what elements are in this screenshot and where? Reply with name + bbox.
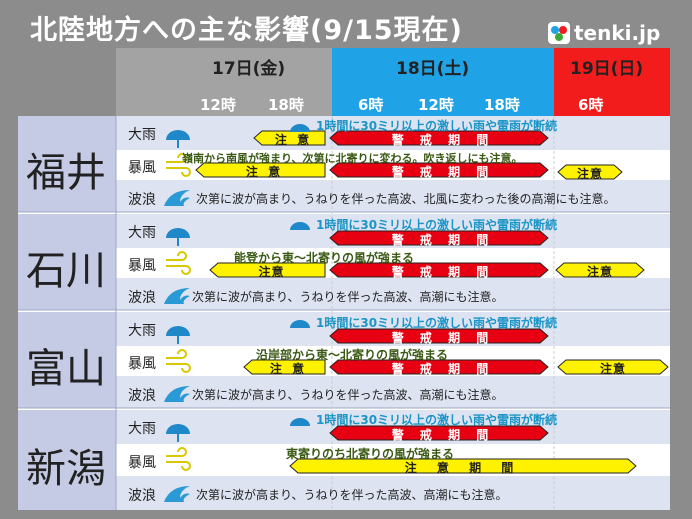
warning-bar — [329, 230, 549, 246]
warning-bar — [329, 162, 549, 178]
wave-note: 次第に波が高まり、うねりを伴った高波、高潮にも注意。 — [196, 488, 508, 502]
warning-label: 警 戒 期 間 — [391, 265, 495, 279]
day-label-19: 19日(日) — [570, 59, 644, 79]
wind-note: 沿岸部から東～北寄りの風が強まる — [256, 348, 449, 362]
label-rain: 大雨 — [128, 421, 156, 437]
pref-cell-fukui — [18, 116, 116, 212]
time-label: 12時 — [418, 96, 454, 114]
pref-cell-ishikawa — [18, 214, 116, 310]
warning-label: 警 戒 期 間 — [391, 233, 495, 247]
caution-label: 注 意 — [269, 362, 308, 376]
warning-label: 警 戒 期 間 — [391, 331, 495, 345]
logo-icon — [548, 22, 570, 44]
label-wave: 波浪 — [128, 192, 156, 208]
umbrella-icon — [166, 124, 310, 442]
caution-bar — [289, 458, 637, 474]
caution-bar — [557, 359, 669, 375]
warning-label: 警 戒 期 間 — [391, 428, 495, 442]
wave-icon — [164, 190, 190, 502]
caution-label: 注意 — [599, 362, 626, 376]
caution-bar — [243, 359, 326, 375]
caution-label: 注 意 — [245, 165, 284, 179]
label-wind: 暴風 — [128, 160, 156, 176]
caution-bar — [253, 130, 326, 146]
caution-label: 注意 — [586, 265, 613, 279]
row-wave — [116, 476, 670, 510]
time-label: 6時 — [358, 96, 384, 114]
pref-name: 新潟 — [26, 446, 106, 492]
pref-name: 福井 — [26, 150, 106, 196]
pref-name: 富山 — [26, 346, 106, 392]
time-label: 18時 — [484, 96, 520, 114]
wind-note: 能登から東～北寄りの風が強まる — [234, 251, 415, 265]
rain-note: 1時間に30ミリ以上の激しい雨や雷雨が断続 — [316, 413, 558, 427]
warning-bar — [329, 425, 549, 441]
header-day-2 — [554, 48, 670, 116]
row-wave — [116, 376, 670, 408]
grid-lines — [18, 116, 670, 510]
warning-label: 警 戒 期 間 — [391, 165, 495, 179]
time-label: 6時 — [578, 96, 604, 114]
label-wind: 暴風 — [128, 258, 156, 274]
page-title: 北陸地方への主な影響(9/15現在) — [30, 15, 463, 46]
caution-bar — [209, 262, 326, 278]
caution-label: 注意 — [576, 167, 603, 181]
header-day-1 — [332, 48, 554, 116]
warning-label: 警 戒 期 間 — [391, 133, 495, 147]
pref-cell-toyama — [18, 312, 116, 408]
tenki-logo: tenki.jp — [574, 21, 661, 45]
pref-name: 石川 — [26, 248, 106, 294]
wave-note: 次第に波が高まり、うねりを伴った高波、高潮にも注意。 — [192, 388, 504, 402]
caution-bar — [555, 262, 645, 278]
caution-label: 注意 — [258, 265, 285, 279]
day-label-17: 17日(金) — [212, 59, 286, 79]
header-day-0 — [116, 48, 332, 116]
label-wind: 暴風 — [128, 455, 156, 471]
caution-label: 注 意 — [274, 133, 313, 147]
warning-bar — [329, 359, 549, 375]
wind-note: 東寄りのち北寄りの風が強まる — [286, 447, 455, 461]
day-label-18: 18日(土) — [396, 59, 470, 79]
label-wave: 波浪 — [128, 388, 156, 404]
warning-bar — [329, 262, 549, 278]
caution-bar — [557, 164, 623, 180]
wave-note: 次第に波が高まり、うねりを伴った高波、高潮にも注意。 — [192, 290, 504, 304]
rain-note: 1時間に30ミリ以上の激しい雨や雷雨が断続 — [316, 316, 558, 330]
wind-icon — [166, 153, 191, 471]
wind-note: 嶺南から南風が強まり、次第に北寄りに変わる。吹き返しにも注意。 — [182, 152, 523, 165]
warning-bar — [329, 130, 549, 146]
label-wave: 波浪 — [128, 488, 156, 504]
label-rain: 大雨 — [128, 225, 156, 241]
wave-note: 次第に波が高まり、うねりを伴った高波、北風に変わった後の高潮にも注意。 — [196, 192, 616, 206]
rain-note: 1時間に30ミリ以上の激しい雨や雷雨が断続 — [316, 119, 558, 133]
caution-bar — [195, 162, 326, 178]
pref-cell-niigata — [18, 410, 116, 510]
row-wave — [116, 180, 670, 212]
warning-bar — [329, 328, 549, 344]
rain-note: 1時間に30ミリ以上の激しい雨や雷雨が断続 — [316, 218, 558, 232]
label-rain: 大雨 — [128, 127, 156, 143]
time-label: 18時 — [268, 96, 304, 114]
time-label: 12時 — [200, 96, 236, 114]
warning-label: 警 戒 期 間 — [391, 362, 495, 376]
label-wind: 暴風 — [128, 356, 156, 372]
row-wave — [116, 278, 670, 310]
label-rain: 大雨 — [128, 323, 156, 339]
label-wave: 波浪 — [128, 290, 156, 306]
header-corner — [18, 48, 116, 116]
caution-period-label: 注 意 期 間 — [404, 461, 522, 475]
